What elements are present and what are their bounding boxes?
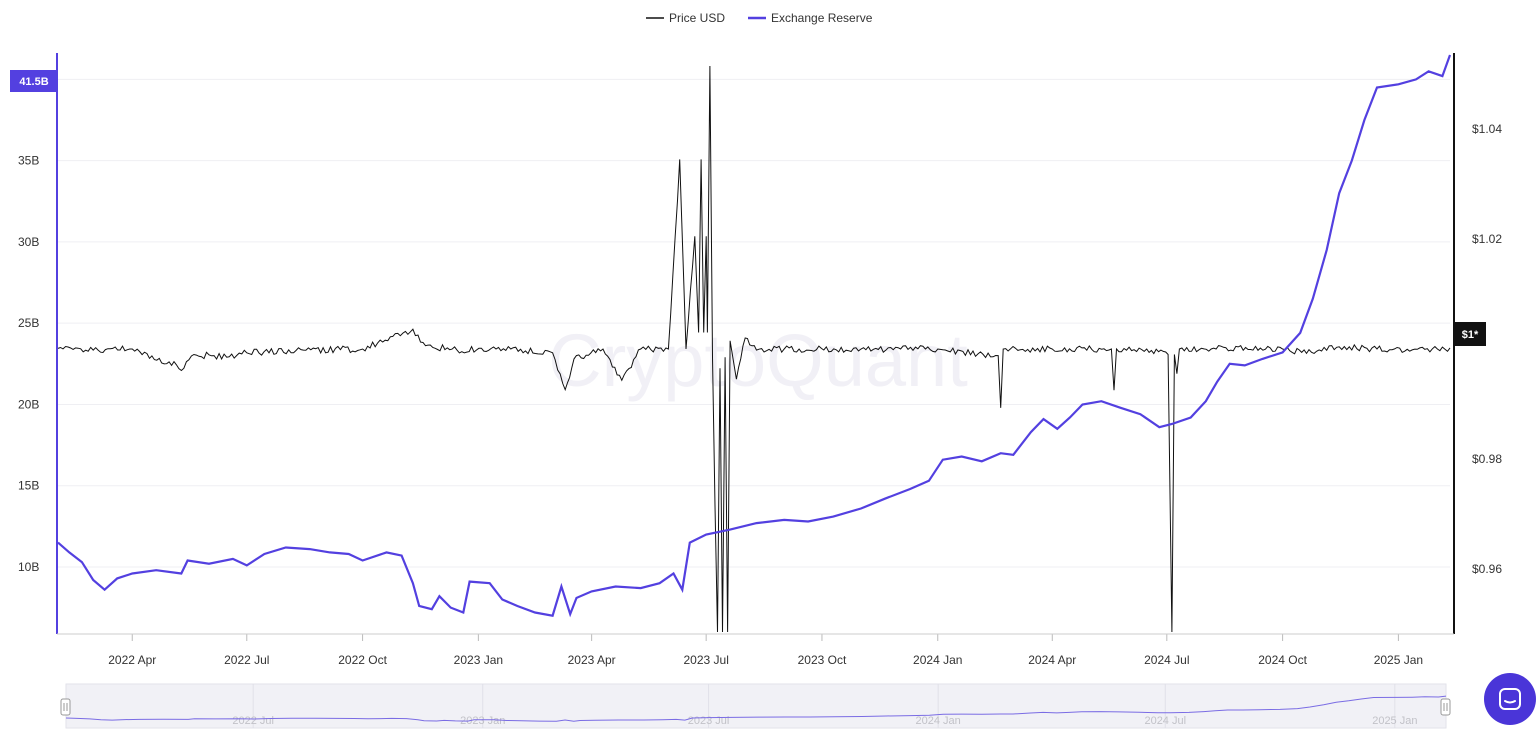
x-tick-label: 2022 Apr <box>108 653 156 667</box>
x-tick-label: 2024 Oct <box>1258 653 1307 667</box>
right-value-badge: $1* <box>1454 322 1486 346</box>
right-badge-bg <box>1454 322 1486 346</box>
left-tick-label: 10B <box>18 560 39 574</box>
left-axis-ticks: 10B15B20B25B30B35B40B <box>18 72 39 574</box>
left-tick-label: 30B <box>18 235 39 249</box>
x-tick-label: 2023 Apr <box>568 653 616 667</box>
navigator-tick-label: 2022 Jul <box>232 715 274 727</box>
navigator-series <box>65 695 1447 722</box>
x-tick-label: 2025 Jan <box>1374 653 1423 667</box>
navigator-tick-label: 2024 Jul <box>1144 715 1186 727</box>
x-tick-label: 2024 Jul <box>1144 653 1189 667</box>
right-tick-label: $1.04 <box>1472 122 1502 136</box>
x-tick-label: 2022 Oct <box>338 653 387 667</box>
left-tick-label: 25B <box>18 316 39 330</box>
left-badge-text: 41.5B <box>19 76 48 88</box>
navigator-track[interactable] <box>65 683 1447 729</box>
grid <box>58 78 1450 568</box>
left-tick-label: 15B <box>18 479 39 493</box>
left-badge-bg <box>10 70 58 92</box>
x-tick-label: 2023 Jan <box>454 653 503 667</box>
right-tick-label: $1.02 <box>1472 232 1502 246</box>
navigator-tick-label: 2024 Jan <box>916 715 961 727</box>
navigator-tick-label: 2023 Jul <box>688 715 730 727</box>
range-navigator[interactable]: 2022 Jul 2023 Jan 2023 Jul 2024 Jan 2024 Jul… <box>60 683 1451 729</box>
legend[interactable]: Price USD Exchange Reserve <box>646 11 873 25</box>
exchange-reserve-series[interactable] <box>57 54 1452 618</box>
navigator-tick-label: 2023 Jan <box>460 715 505 727</box>
left-tick-label: 20B <box>18 397 39 411</box>
right-axis-ticks: $0.96 $0.98 $1.02 $1.04 <box>1472 122 1502 576</box>
legend-reserve-label[interactable]: Exchange Reserve <box>771 11 873 25</box>
chat-launcher-button[interactable] <box>1484 673 1536 725</box>
right-tick-label: $0.98 <box>1472 452 1502 466</box>
left-value-badge: 41.5B <box>10 70 58 92</box>
legend-price-label[interactable]: Price USD <box>669 11 725 25</box>
x-axis-ticks: 2022 Apr 2022 Jul 2022 Oct 2023 Jan 2023 Apr… <box>108 634 1423 667</box>
right-badge-text: $1* <box>1462 329 1479 341</box>
navigator-handle-right[interactable] <box>1440 698 1451 716</box>
x-tick-label: 2023 Oct <box>798 653 847 667</box>
navigator-ticks: 2022 Jul 2023 Jan 2023 Jul 2024 Jan 2024 Jul… <box>232 684 1417 728</box>
price-usd-series[interactable] <box>57 65 1451 633</box>
x-tick-label: 2022 Jul <box>224 653 269 667</box>
x-tick-label: 2024 Jan <box>913 653 962 667</box>
navigator-handle-left[interactable] <box>60 698 71 716</box>
x-tick-label: 2024 Apr <box>1028 653 1076 667</box>
watermark: CryptoQuant <box>548 319 968 402</box>
left-tick-label: 35B <box>18 154 39 168</box>
x-tick-label: 2023 Jul <box>683 653 728 667</box>
chat-bubble-icon <box>1499 688 1521 710</box>
navigator-tick-label: 2025 Jan <box>1372 715 1417 727</box>
right-tick-label: $0.96 <box>1472 562 1502 576</box>
